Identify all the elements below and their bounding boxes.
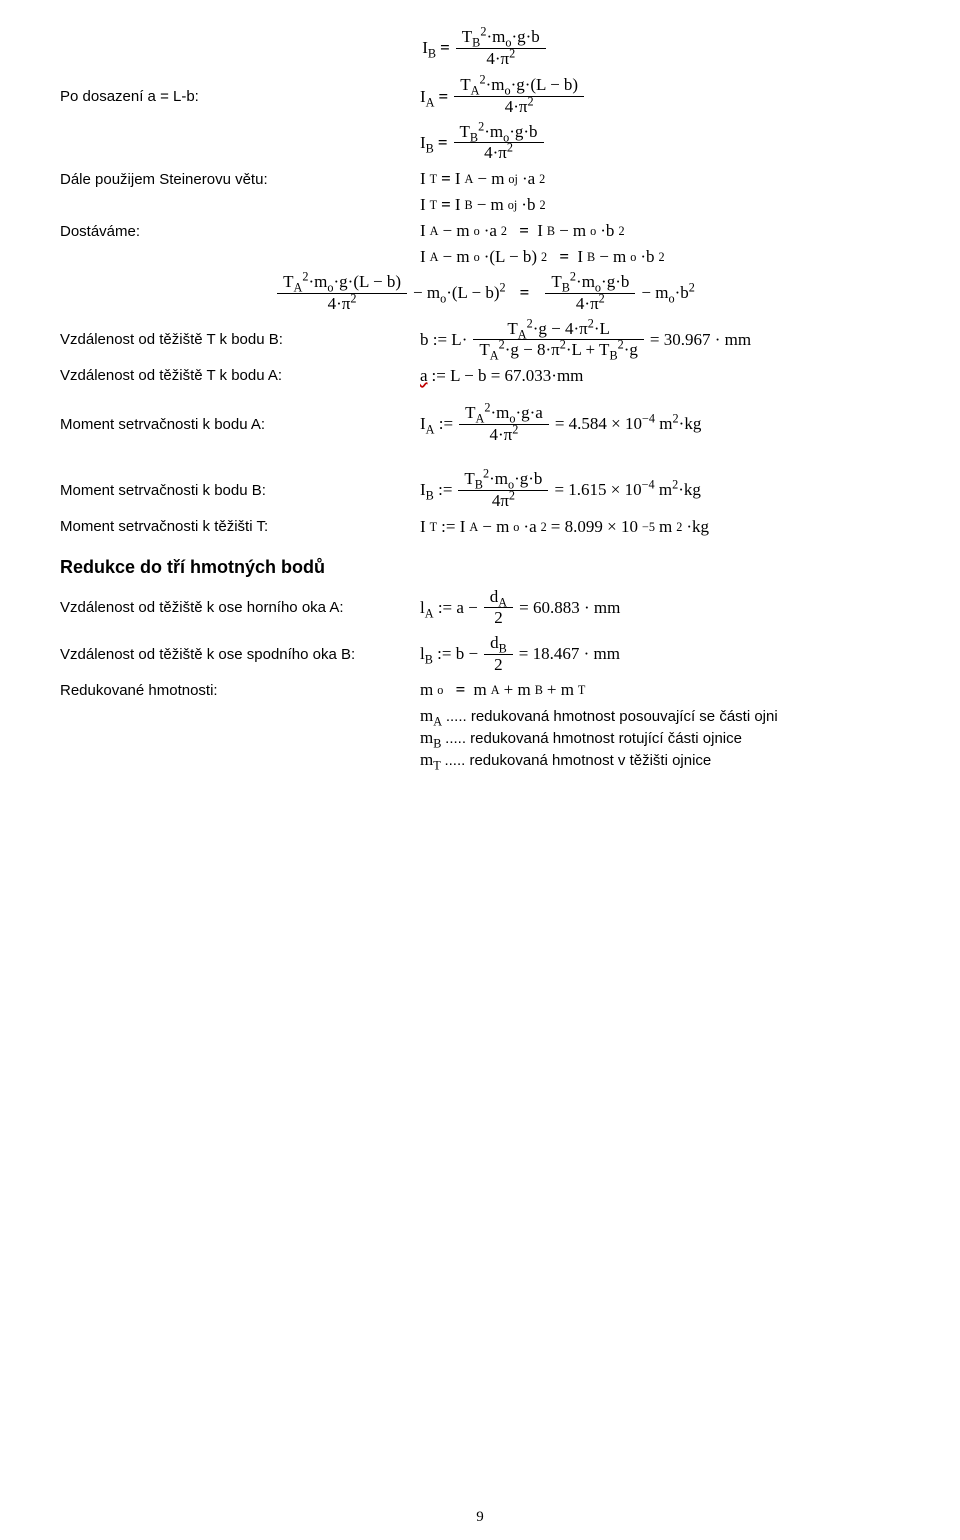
eq-steiner-2: IT = IB − moj·b2 [420, 195, 546, 215]
eq-dost1: IA − mo·a2 = IB − mo·b2 [420, 221, 625, 241]
label-vzd-a: Vzdálenost od těžiště T k bodu A: [60, 367, 420, 384]
eq-dost3-left: TA2·mo·g·(L − b) 4·π2 − mo·(L − b)2 [275, 273, 506, 313]
label-vzd-spod-b: Vzdálenost od těžiště k ose spodního oka… [60, 646, 420, 663]
eq-ib2: IB = TB2·mo·g·b 4·π2 [420, 123, 546, 163]
label-dostavame: Dostáváme: [60, 223, 420, 240]
note-ma-text: ..... redukovaná hmotnost posouvající se… [446, 708, 778, 725]
note-mb: mB [420, 728, 441, 748]
note-ma: mA [420, 706, 442, 726]
lb-value: = 18.467 · mm [519, 644, 620, 664]
eq-ia: IA = TA2·mo·g·(L − b) 4·π2 [420, 76, 586, 116]
eq-dost3-right: TB2·mo·g·b 4·π2 − mo·b2 [543, 273, 695, 313]
heading-redukce: Redukce do tří hmotných bodů [60, 557, 910, 578]
eq-mo: mo = mA + mB + mT [420, 680, 585, 700]
label-vzd-b: Vzdálenost od těžiště T k bodu B: [60, 331, 420, 348]
la-value: = 60.883 · mm [519, 598, 620, 618]
label-reduk-hm: Redukované hmotnosti: [60, 682, 420, 699]
eq-ib-top: IB = TB2·mo·g·b 4·π2 [422, 28, 548, 68]
note-mb-text: ..... redukovaná hmotnost rotující části… [445, 730, 742, 747]
eq-la: lA := a − dA 2 = 60.883 · mm [420, 588, 620, 628]
note-mt: mT [420, 750, 441, 770]
b-value: = 30.967 · mm [650, 330, 751, 350]
label-vzd-hor-a: Vzdálenost od těžiště k ose horního oka … [60, 599, 420, 616]
note-mt-text: ..... redukovaná hmotnost v těžišti ojni… [444, 752, 711, 769]
eq-a-def: a := L − b = 67.033·mm [420, 366, 583, 386]
eq-ib-def: IB := TB2·mo·g·b 4π2 = 1.615 × 10−4 m2·k… [420, 470, 701, 510]
eq-b-def: b := L· TA2·g − 4·π2·L TA2·g − 8·π2·L + … [420, 320, 751, 360]
eq-ia-def: IA := TA2·mo·g·a 4·π2 = 4.584 × 10−4 m2·… [420, 404, 701, 444]
page-number: 9 [0, 1509, 960, 1526]
eq-dost2: IA − mo·(L − b)2 = IB − mo·b2 [420, 247, 665, 267]
eq-it-def: IT := IA − mo·a2 = 8.099 × 10−5 m2·kg [420, 517, 709, 537]
eq-steiner-1: IT = IA − moj·a2 [420, 169, 545, 189]
label-po-dosazeni: Po dosazení a = L-b: [60, 88, 420, 105]
label-steiner: Dále použijem Steinerovu větu: [60, 171, 420, 188]
label-mom-a: Moment setrvačnosti k bodu A: [60, 416, 420, 433]
label-mom-t: Moment setrvačnosti k těžišti T: [60, 518, 420, 535]
label-mom-b: Moment setrvačnosti k bodu B: [60, 482, 420, 499]
eq-lb: lB := b − dB 2 = 18.467 · mm [420, 634, 620, 674]
